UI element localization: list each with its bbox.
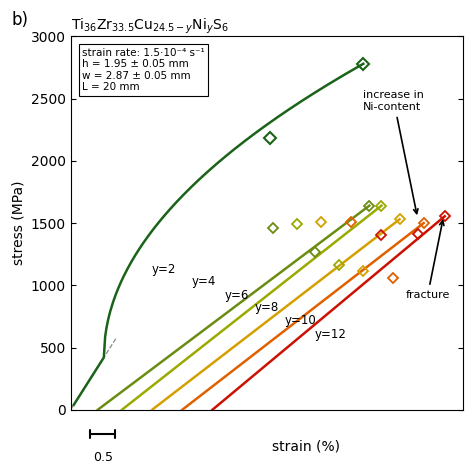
Text: y=6: y=6 bbox=[225, 289, 249, 302]
Text: increase in
Ni-content: increase in Ni-content bbox=[364, 91, 424, 214]
Text: y=12: y=12 bbox=[315, 328, 347, 341]
Text: b): b) bbox=[12, 11, 29, 29]
Text: y=4: y=4 bbox=[191, 275, 216, 288]
X-axis label: strain (%): strain (%) bbox=[272, 439, 340, 454]
Text: Ti$_{36}$Zr$_{33.5}$Cu$_{24.5-y}$Ni$_y$S$_6$: Ti$_{36}$Zr$_{33.5}$Cu$_{24.5-y}$Ni$_y$S… bbox=[71, 17, 228, 36]
Text: y=8: y=8 bbox=[255, 301, 279, 314]
Text: fracture: fracture bbox=[406, 221, 450, 300]
Text: strain rate: 1.5·10⁻⁴ s⁻¹
h = 1.95 ± 0.05 mm
w = 2.87 ± 0.05 mm
L = 20 mm: strain rate: 1.5·10⁻⁴ s⁻¹ h = 1.95 ± 0.0… bbox=[82, 47, 205, 92]
Y-axis label: stress (MPa): stress (MPa) bbox=[11, 181, 25, 265]
Text: y=10: y=10 bbox=[285, 314, 317, 328]
Text: 0.5: 0.5 bbox=[92, 451, 113, 464]
Text: y=2: y=2 bbox=[152, 263, 176, 276]
